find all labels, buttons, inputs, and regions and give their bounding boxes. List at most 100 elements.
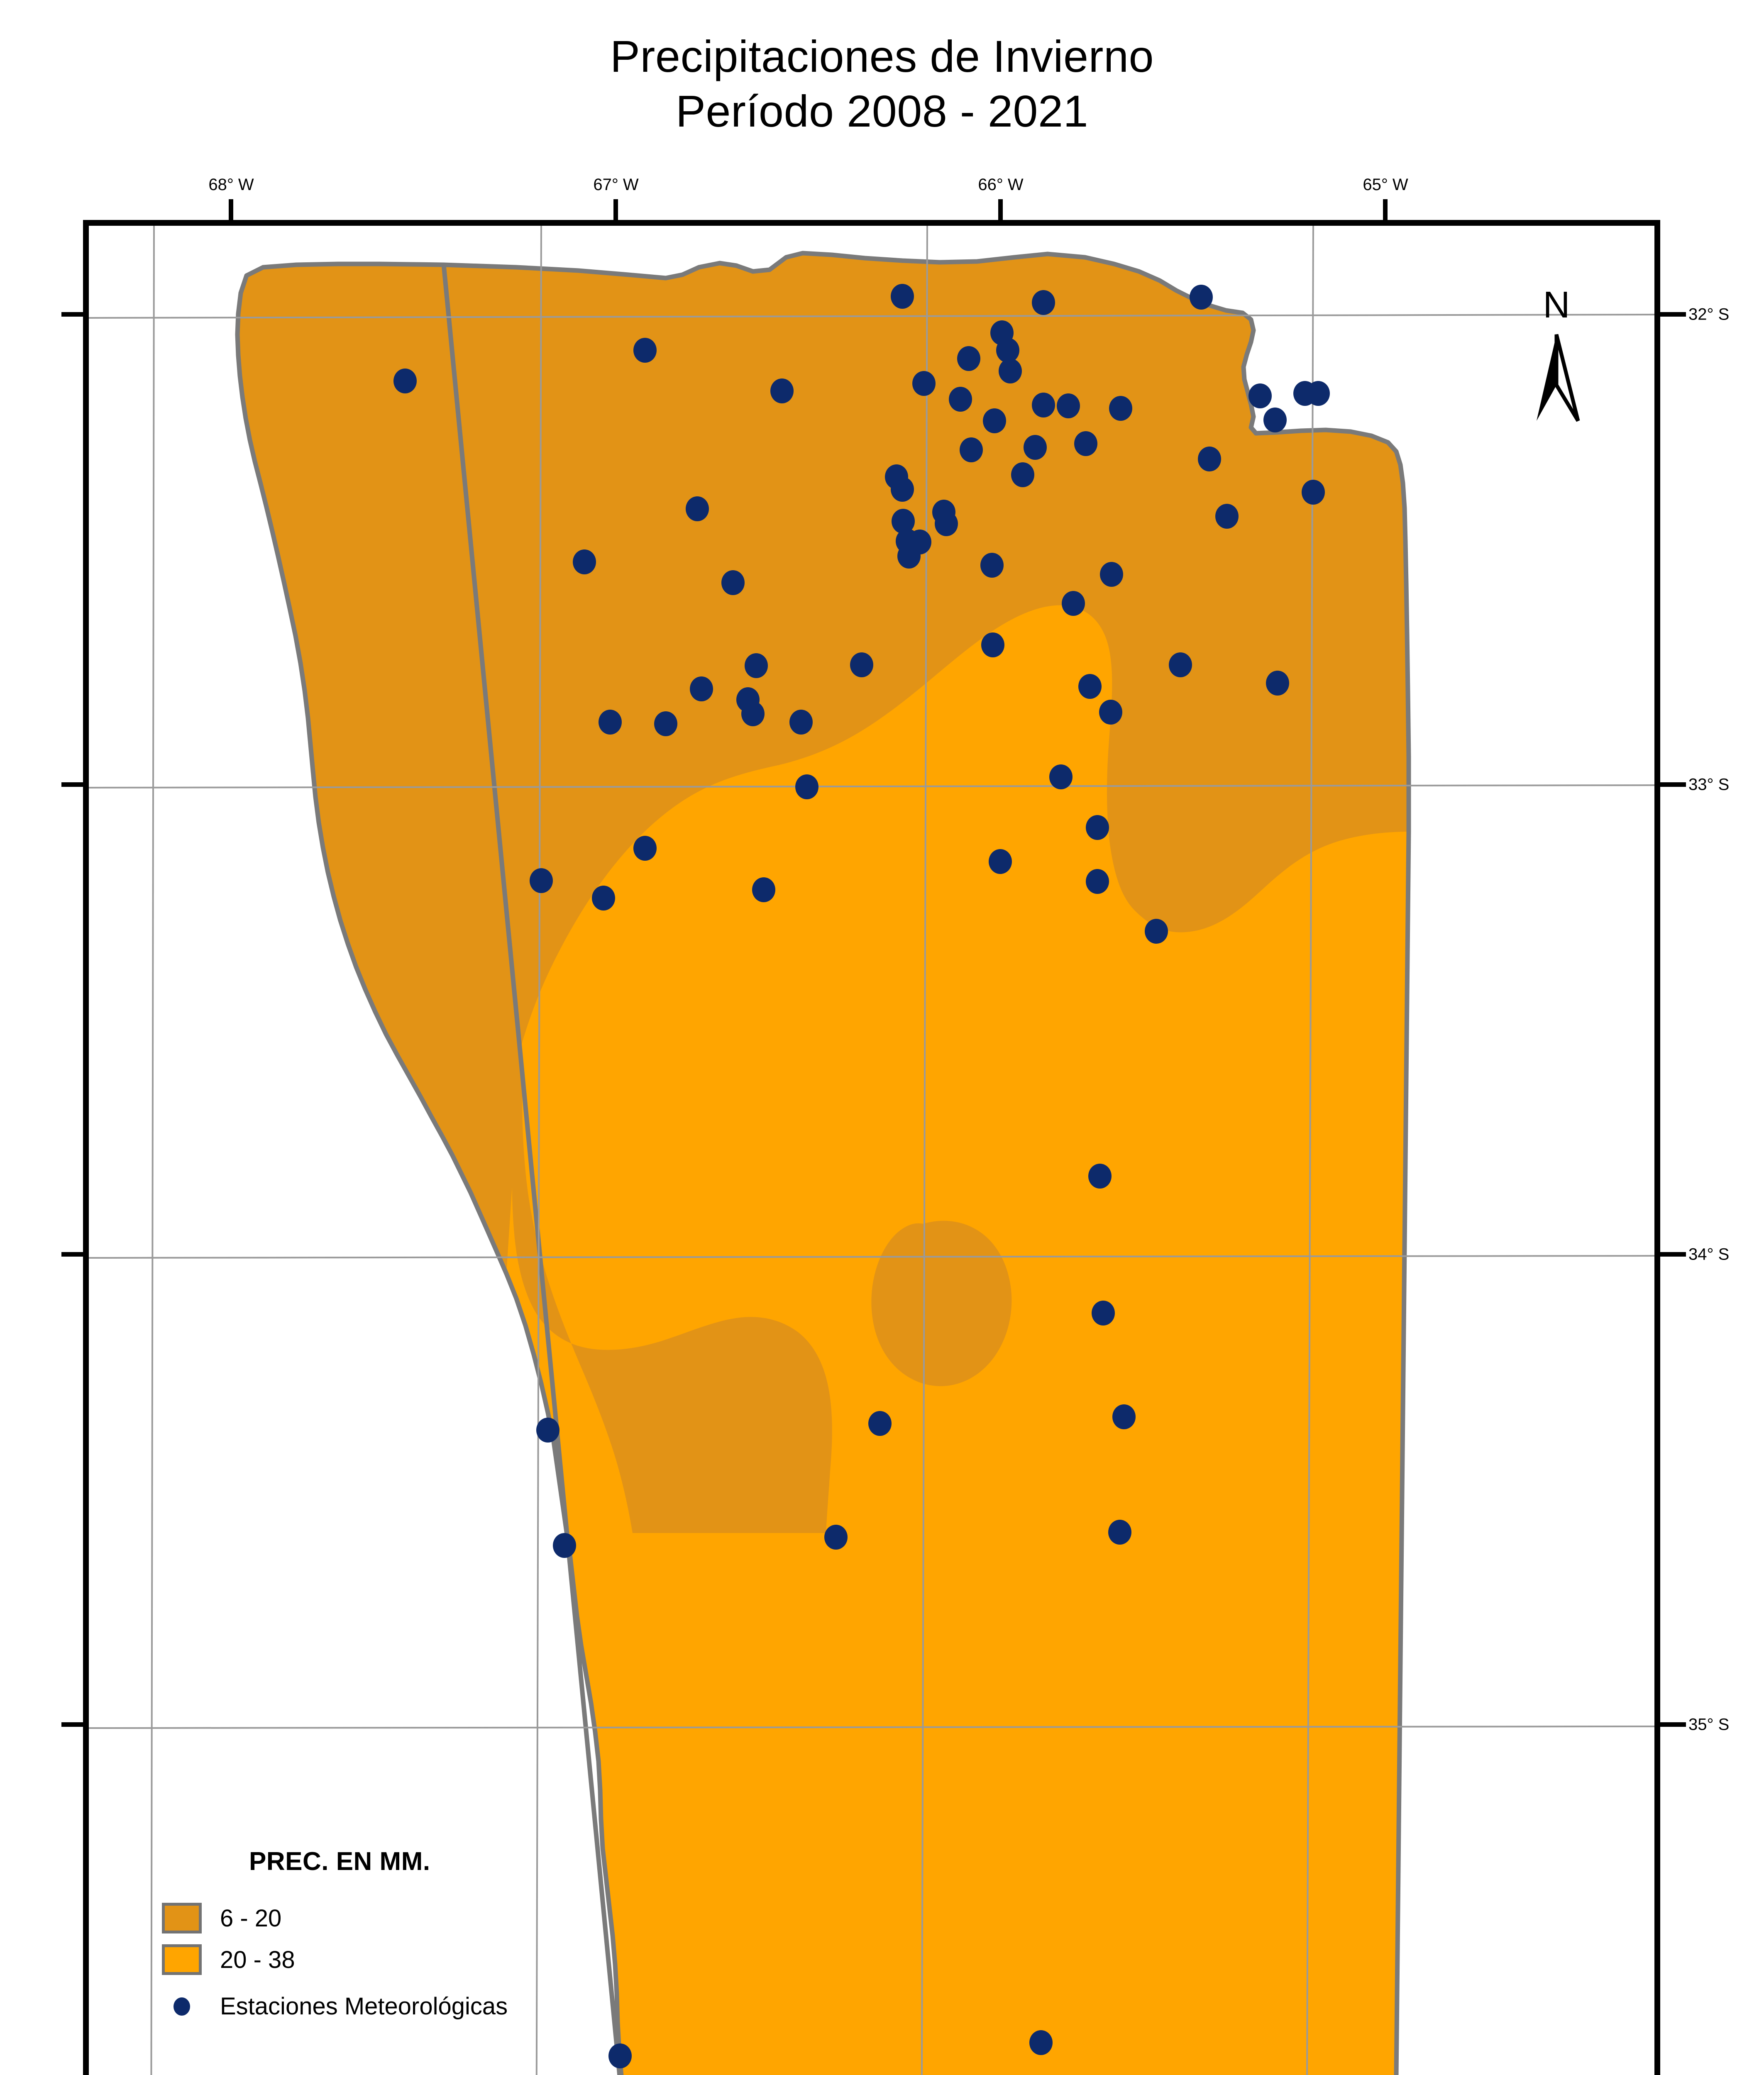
tick-mark-lon [613, 199, 618, 224]
map-canvas [89, 226, 1654, 2075]
station-point [654, 711, 677, 736]
station-point [891, 284, 914, 309]
tick-label-lat: 33° S [1688, 775, 1730, 794]
station-point [1266, 671, 1289, 696]
tick-mark-lat-left [61, 312, 87, 317]
tick-mark-lat [1656, 782, 1686, 787]
station-point [960, 437, 983, 462]
map-title: Precipitaciones de Invierno Período 2008… [0, 29, 1764, 139]
legend-swatch-6-20 [162, 1903, 202, 1933]
station-point [690, 676, 713, 701]
station-point [1078, 674, 1102, 699]
tick-mark-lat-left [61, 1722, 87, 1727]
station-point [1049, 764, 1073, 789]
graticule-lon-67 [535, 226, 542, 2075]
station-point [935, 511, 958, 536]
station-point [892, 509, 915, 534]
graticule [89, 226, 1654, 2075]
station-point [999, 359, 1022, 383]
legend-title: PREC. EN MM. [249, 1847, 430, 1876]
station-point [1100, 562, 1123, 587]
station-point [989, 849, 1012, 874]
station-point [1145, 919, 1168, 944]
station-point [686, 496, 709, 521]
station-point [1248, 383, 1272, 408]
graticule-lat-34 [89, 1255, 1654, 1259]
station-point [868, 1411, 892, 1436]
station-point [1032, 290, 1055, 315]
legend-row-stations: Estaciones Meteorológicas [162, 1992, 701, 2020]
tick-mark-lat [1656, 1722, 1686, 1727]
tick-label-lon: 66° W [978, 176, 1024, 194]
class-low-polygon-southwest [512, 1045, 832, 1533]
tick-label-lon: 67° W [593, 176, 639, 194]
stations-layer [393, 284, 1330, 2068]
station-point [1109, 396, 1132, 421]
station-point [393, 369, 417, 393]
station-point [1108, 1520, 1131, 1545]
station-point [795, 774, 818, 799]
legend-row-class-low: 6 - 20 [162, 1903, 701, 1933]
graticule-lon-66 [921, 226, 928, 2075]
station-point [949, 387, 972, 412]
tick-mark-lat [1656, 312, 1686, 317]
station-point [633, 338, 657, 363]
legend-swatch-20-38 [162, 1944, 202, 1975]
station-point [745, 653, 768, 678]
graticule-lat-32 [89, 314, 1654, 319]
station-point [770, 378, 794, 403]
station-point [1088, 1164, 1112, 1189]
legend-row-class-high: 20 - 38 [162, 1944, 701, 1975]
station-point [1092, 1301, 1115, 1326]
station-point [1112, 1404, 1136, 1429]
legend-label-stations: Estaciones Meteorológicas [220, 1993, 508, 2020]
station-point [1169, 652, 1192, 677]
station-point [1024, 435, 1047, 460]
tick-mark-lon [229, 199, 233, 224]
station-point [741, 701, 765, 726]
station-point [891, 477, 914, 502]
station-point [530, 868, 553, 893]
station-point [897, 544, 921, 569]
title-line-1: Precipitaciones de Invierno [610, 31, 1154, 81]
station-point [553, 1533, 576, 1558]
station-point [752, 877, 775, 902]
legend-label-6-20: 6 - 20 [220, 1904, 282, 1932]
tick-mark-lon [1383, 199, 1388, 224]
station-dot-icon [162, 1997, 202, 2016]
map-frame [83, 220, 1660, 2075]
graticule-lat-33 [89, 784, 1654, 788]
station-point [721, 570, 745, 595]
station-point [1215, 504, 1239, 529]
station-point [850, 652, 873, 677]
graticule-lon-68 [150, 226, 155, 2075]
tick-label-lon: 65° W [1363, 176, 1408, 194]
legend-label-20-38: 20 - 38 [220, 1946, 295, 1973]
class-low-polygon-north [237, 253, 1409, 1274]
province-outline [235, 251, 1411, 2075]
tick-mark-lat [1656, 1252, 1686, 1257]
legend: PREC. EN MM. 6 - 20 20 - 38 Estaciones M… [162, 1847, 701, 2031]
station-point [1074, 431, 1097, 456]
station-point [1190, 285, 1213, 310]
tick-label-lat: 34° S [1688, 1245, 1730, 1264]
station-point [1086, 869, 1109, 894]
station-point [789, 710, 813, 735]
station-point [1302, 480, 1325, 505]
tick-mark-lat-left [61, 1252, 87, 1257]
station-point [824, 1525, 848, 1550]
station-point [980, 553, 1004, 578]
station-point [996, 338, 1019, 363]
station-point [573, 549, 596, 574]
station-point [957, 346, 980, 371]
north-arrow: N [1519, 286, 1594, 423]
station-point [536, 1418, 559, 1443]
north-arrow-icon [1537, 334, 1580, 422]
class-low-polygon-mid-blob [871, 1221, 1012, 1387]
tick-mark-lon [998, 199, 1003, 224]
north-arrow-label: N [1543, 284, 1570, 326]
station-point [983, 408, 1006, 433]
graticule-lon-65 [1306, 226, 1314, 2075]
station-point [1029, 2030, 1053, 2055]
